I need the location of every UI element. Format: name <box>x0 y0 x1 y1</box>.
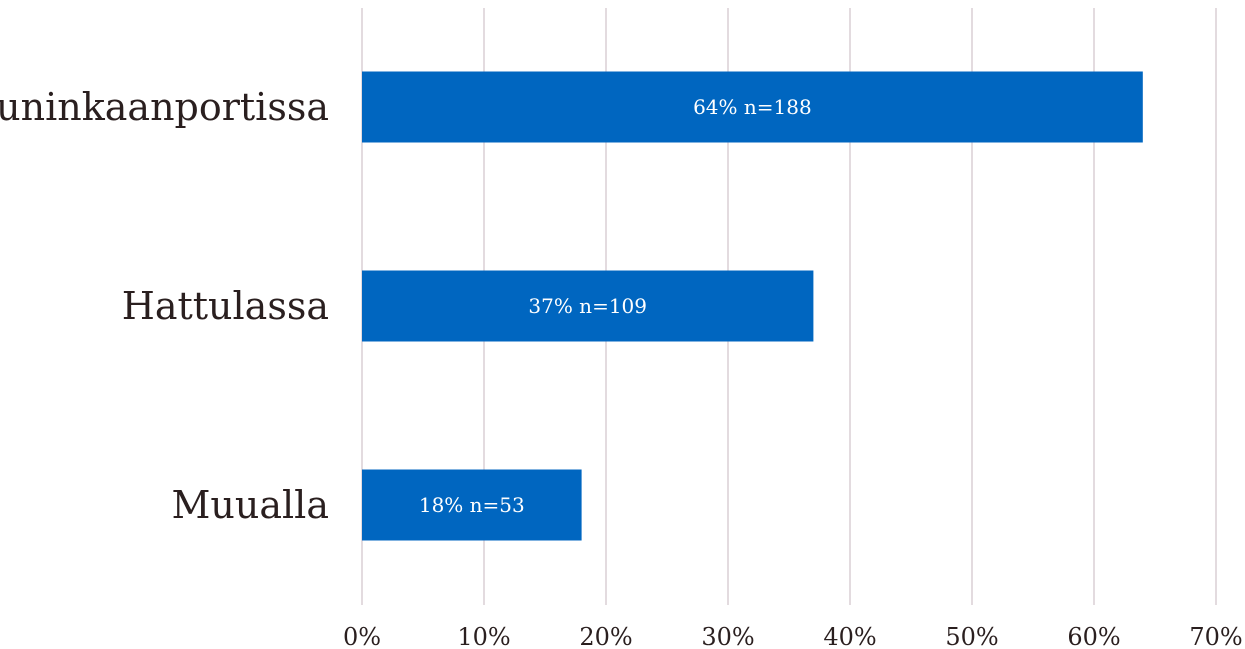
bars: 64% n=188 37% n=109 18% n=53 <box>362 71 1143 541</box>
x-tick-label: 70% <box>1189 623 1242 649</box>
x-axis-tick-labels: 0% 10% 20% 30% 40% 50% 60% 70% <box>343 623 1243 649</box>
bar-data-label: 18% n=53 <box>419 493 525 517</box>
category-label: Hattulassa <box>122 284 329 328</box>
category-labels: Kuninkaanportissa Hattulassa Muualla <box>0 85 329 527</box>
bar-group: 64% n=188 <box>362 71 1143 143</box>
x-tick-label: 20% <box>579 623 632 649</box>
bar <box>362 71 1143 143</box>
x-tick-label: 10% <box>457 623 510 649</box>
x-tick-label: 0% <box>343 623 381 649</box>
bar-group: 18% n=53 <box>362 469 582 541</box>
x-tick-label: 60% <box>1067 623 1120 649</box>
bar <box>362 469 582 541</box>
category-label: Muualla <box>172 483 329 527</box>
x-tick-label: 30% <box>701 623 754 649</box>
x-tick-label: 50% <box>945 623 998 649</box>
x-tick-label: 40% <box>823 623 876 649</box>
category-label: Kuninkaanportissa <box>0 85 329 129</box>
bar-data-label: 37% n=109 <box>528 294 647 318</box>
bar-data-label: 64% n=188 <box>693 95 812 119</box>
bar <box>362 270 814 342</box>
bar-group: 37% n=109 <box>362 270 814 342</box>
